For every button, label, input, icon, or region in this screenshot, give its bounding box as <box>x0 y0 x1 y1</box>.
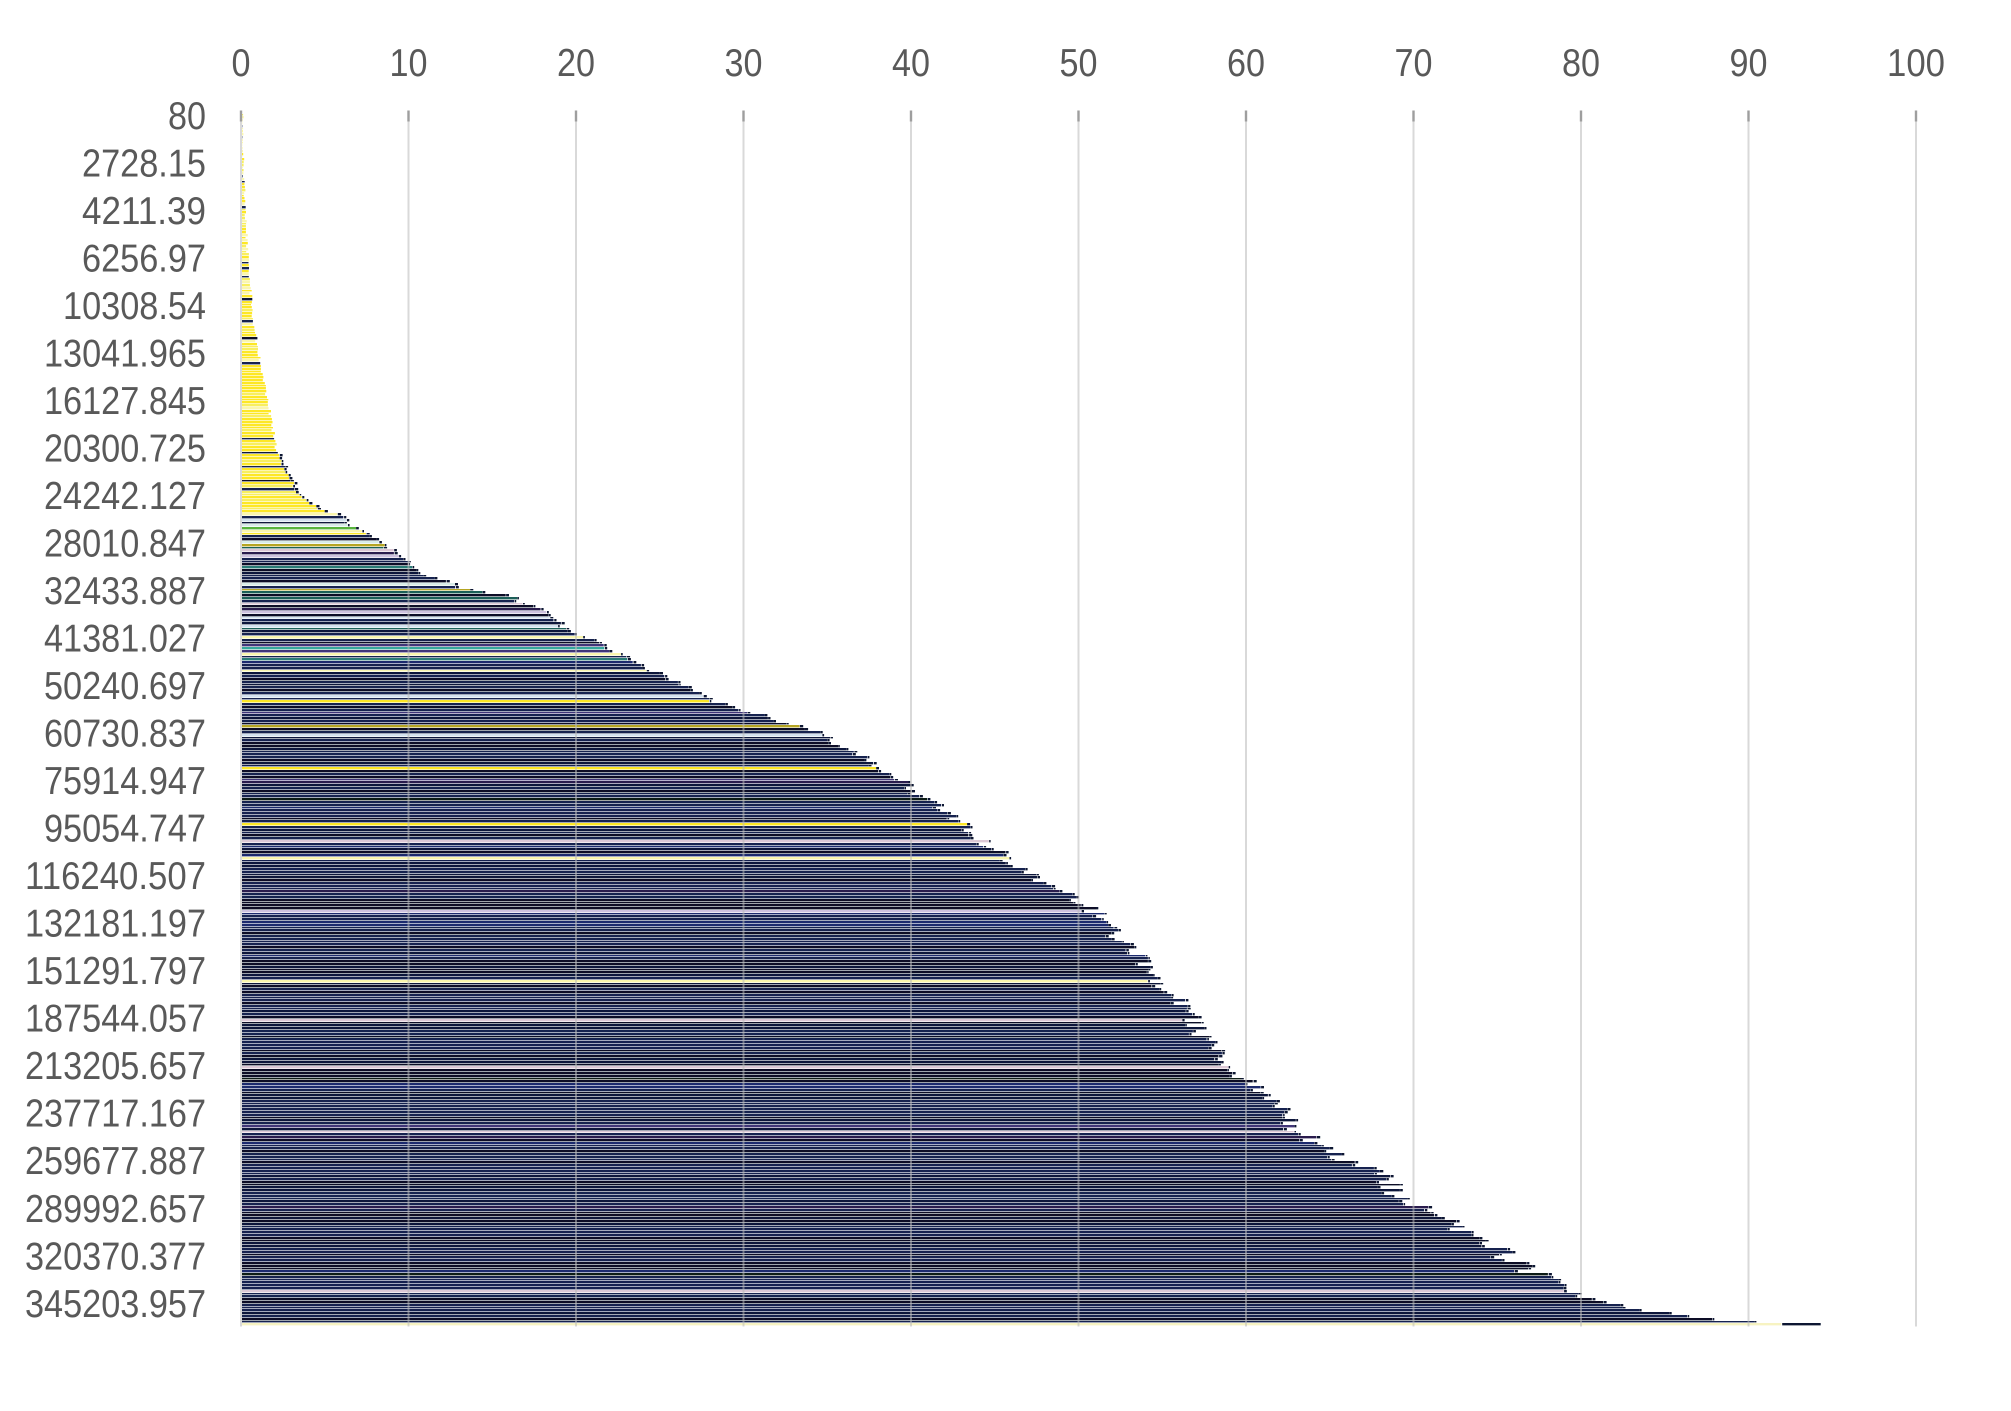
svg-text:213205.657: 213205.657 <box>25 1045 206 1088</box>
svg-text:70: 70 <box>1395 42 1433 85</box>
svg-text:90: 90 <box>1730 42 1768 85</box>
svg-text:116240.507: 116240.507 <box>25 855 206 898</box>
svg-text:289992.657: 289992.657 <box>25 1188 206 1231</box>
svg-text:20300.725: 20300.725 <box>44 427 206 470</box>
svg-text:0: 0 <box>232 42 251 85</box>
svg-text:16127.845: 16127.845 <box>44 380 206 423</box>
svg-text:151291.797: 151291.797 <box>25 950 206 993</box>
svg-text:6256.97: 6256.97 <box>82 237 206 280</box>
svg-text:320370.377: 320370.377 <box>25 1235 206 1278</box>
svg-text:13041.965: 13041.965 <box>44 332 206 375</box>
svg-text:259677.887: 259677.887 <box>25 1140 206 1183</box>
svg-text:4211.39: 4211.39 <box>82 190 206 233</box>
svg-text:80: 80 <box>1562 42 1600 85</box>
svg-text:30: 30 <box>725 42 763 85</box>
svg-text:60: 60 <box>1227 42 1265 85</box>
svg-text:237717.167: 237717.167 <box>25 1093 206 1136</box>
svg-text:2728.15: 2728.15 <box>82 142 206 185</box>
svg-text:32433.887: 32433.887 <box>44 570 206 613</box>
svg-text:132181.197: 132181.197 <box>25 903 206 946</box>
svg-text:28010.847: 28010.847 <box>44 523 206 566</box>
svg-text:80: 80 <box>168 95 206 138</box>
svg-text:75914.947: 75914.947 <box>44 760 206 803</box>
svg-text:50240.697: 50240.697 <box>44 665 206 708</box>
svg-text:95054.747: 95054.747 <box>44 808 206 851</box>
svg-text:50: 50 <box>1060 42 1098 85</box>
svg-text:345203.957: 345203.957 <box>25 1283 206 1326</box>
svg-text:187544.057: 187544.057 <box>25 998 206 1041</box>
svg-text:60730.837: 60730.837 <box>44 713 206 756</box>
svg-text:24242.127: 24242.127 <box>44 475 206 518</box>
svg-text:10308.54: 10308.54 <box>63 285 206 328</box>
svg-text:100: 100 <box>1887 42 1945 85</box>
svg-text:20: 20 <box>557 42 595 85</box>
svg-text:40: 40 <box>892 42 930 85</box>
svg-text:41381.027: 41381.027 <box>44 618 206 661</box>
svg-text:10: 10 <box>390 42 428 85</box>
